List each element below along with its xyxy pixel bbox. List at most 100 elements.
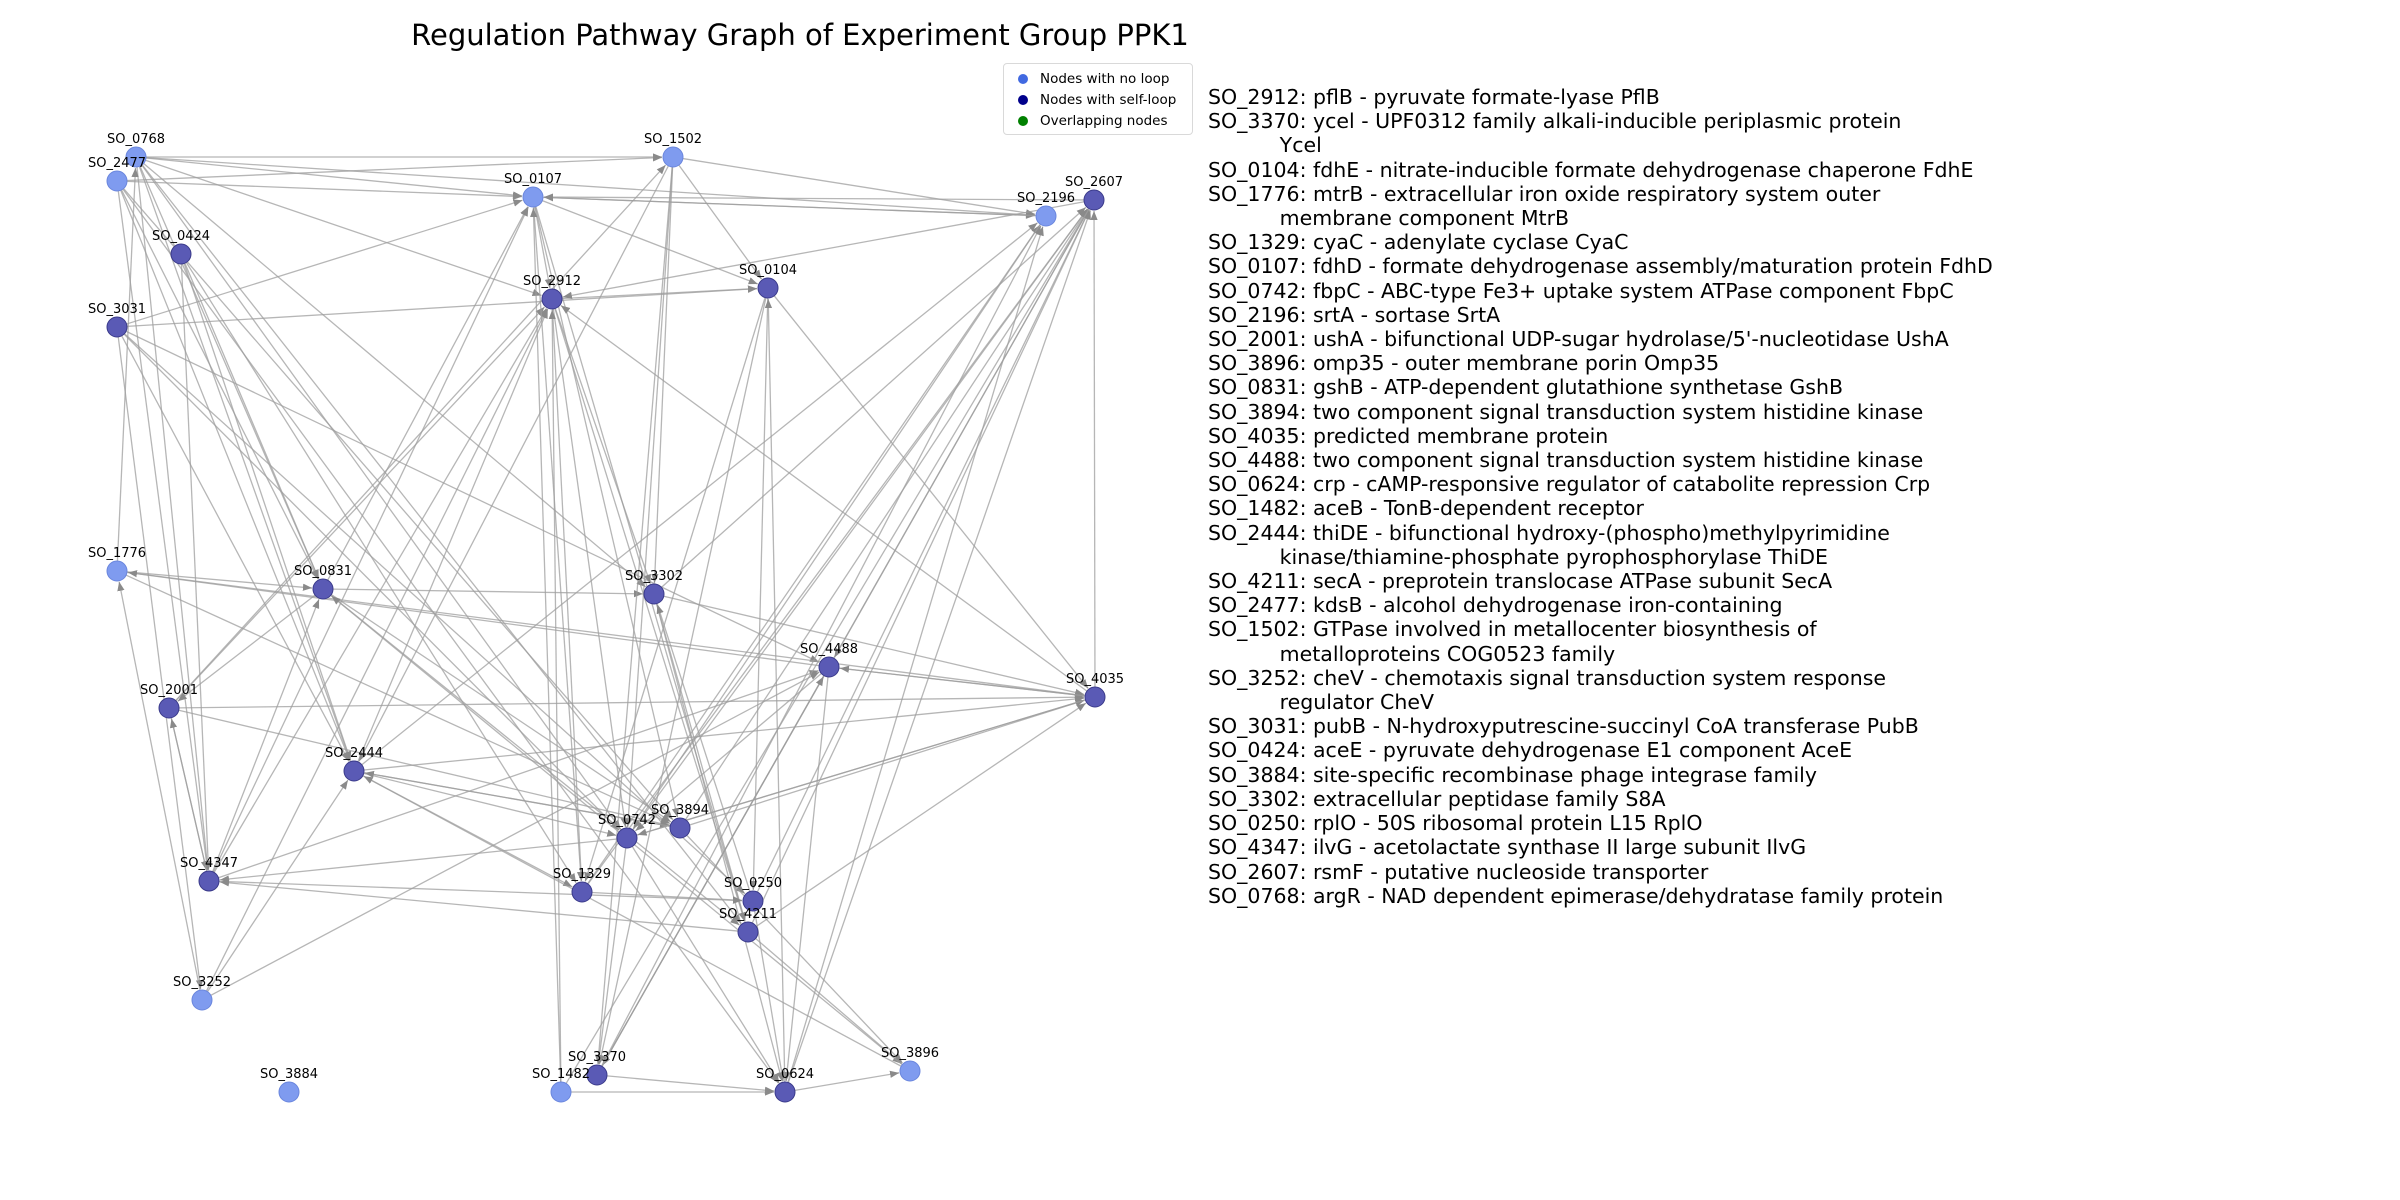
graph-node[interactable] [742, 890, 764, 912]
gene-annotation: SO_0742: fbpC - ABC-type Fe3+ uptake sys… [1208, 278, 1954, 303]
graph-node[interactable] [818, 656, 840, 678]
graph-edge [529, 207, 562, 1083]
graph-edge [584, 297, 766, 882]
graph-node[interactable] [757, 277, 779, 299]
graph-edge [358, 165, 669, 762]
node-layer: SO_0768 SO_2477 SO_0424 SO_3031 SO_1776 SO_20… [88, 132, 1124, 1103]
legend-marker [1018, 115, 1028, 126]
legend-item-overlapping: Overlapping nodes [1012, 110, 1184, 131]
graph-edge [591, 891, 743, 904]
node-label: SO_2196 [1017, 191, 1075, 206]
graph-edge [122, 188, 780, 1084]
network-graph: SO_0768 SO_2477 SO_0424 SO_3031 SO_1776 SO_20… [88, 132, 1124, 1103]
gene-annotation: SO_3031: pubB - N-hydroxyputrescine-succ… [1208, 714, 1919, 739]
node-label: SO_0831 [294, 564, 352, 579]
gene-annotation: SO_1502: GTPase involved in metallocente… [1208, 617, 1817, 666]
gene-annotation: SO_0768: argR - NAD dependent epimerase/… [1208, 883, 1944, 908]
graph-node[interactable] [662, 146, 684, 168]
graph-edge [1090, 210, 1098, 688]
graph-edge [751, 209, 1090, 924]
gene-annotation: SO_2001: ushA - bifunctional UDP-sugar h… [1208, 327, 1949, 352]
graph-edge [678, 164, 763, 280]
graph-node[interactable] [541, 288, 563, 310]
graph-edge [120, 189, 319, 580]
graph-edge [689, 699, 1085, 826]
graph-edge [141, 164, 742, 924]
graph-edge [562, 201, 1085, 299]
node-label: SO_0742 [598, 813, 656, 828]
gene-annotation: SO_3252: cheV - chemotaxis signal transd… [1208, 665, 1886, 715]
graph-node[interactable] [106, 316, 128, 338]
graph-edge [656, 604, 751, 892]
graph-node[interactable] [737, 921, 759, 943]
legend: Nodes with no loop Nodes with self-loop … [1003, 63, 1193, 135]
node-label: SO_4347 [180, 856, 238, 871]
graph-node[interactable] [669, 817, 691, 839]
graph-edge [560, 304, 1088, 692]
node-label: SO_4488 [800, 642, 858, 657]
node-label: SO_2444 [325, 746, 383, 761]
node-label: SO_1502 [644, 132, 702, 147]
graph-node[interactable] [158, 697, 180, 719]
node-label: SO_3302 [625, 569, 683, 584]
graph-edge [136, 166, 211, 871]
graph-node[interactable] [1084, 686, 1106, 708]
node-label: SO_3894 [651, 803, 709, 818]
graph-node[interactable] [343, 760, 365, 782]
graph-edge [543, 193, 1085, 201]
graph-edge [139, 165, 320, 580]
gene-annotation: SO_2607: rsmF - putative nucleoside tran… [1208, 859, 1709, 884]
graph-edge [126, 285, 758, 328]
graph-edge [117, 336, 204, 990]
graph-edge [749, 297, 769, 891]
node-label: SO_1482 [532, 1067, 590, 1082]
graph-edge [126, 571, 1085, 699]
graph-node[interactable] [191, 989, 213, 1011]
graph-edge [143, 162, 647, 588]
legend-marker [1018, 94, 1028, 105]
graph-node[interactable] [312, 578, 334, 600]
graph-node[interactable] [106, 170, 128, 192]
graph-node[interactable] [586, 1064, 608, 1086]
graph-node[interactable] [522, 186, 544, 208]
gene-annotation: SO_2196: srtA - sortase SrtA [1208, 302, 1501, 327]
graph-edge [330, 594, 672, 823]
graph-edge [357, 308, 549, 763]
graph-edge [327, 206, 529, 581]
legend-label: Overlapping nodes [1040, 112, 1168, 129]
graph-edge [127, 570, 820, 667]
node-label: SO_0107 [504, 172, 562, 187]
graph-edge [126, 154, 663, 182]
graph-node[interactable] [616, 827, 638, 849]
node-label: SO_2607 [1065, 175, 1123, 190]
graph-node[interactable] [1035, 205, 1057, 227]
node-label: SO_1776 [88, 546, 146, 561]
graph-node[interactable] [1083, 189, 1105, 211]
graph-node[interactable] [571, 881, 593, 903]
graph-edge [219, 838, 618, 883]
graph-node[interactable] [278, 1081, 300, 1103]
graph-node[interactable] [899, 1060, 921, 1082]
graph-node[interactable] [106, 560, 128, 582]
graph-edge [634, 672, 822, 832]
graph-edge [535, 206, 746, 922]
graph-node[interactable] [774, 1081, 796, 1103]
gene-annotation: SO_0104: fdhE - nitrate-inducible format… [1208, 157, 1974, 182]
graph-edge [587, 224, 1041, 885]
graph-edge [363, 695, 1085, 771]
graph-edge [364, 770, 671, 827]
legend-label: Nodes with no loop [1040, 70, 1170, 87]
graph-edge [686, 834, 903, 1064]
graph-edge [361, 222, 1038, 766]
graph-edge [206, 779, 349, 993]
graph-edge [661, 206, 1087, 588]
graph-edge [123, 188, 674, 821]
node-label: SO_2477 [88, 156, 146, 171]
graph-edge [212, 206, 529, 873]
graph-node[interactable] [643, 583, 665, 605]
graph-node[interactable] [170, 243, 192, 265]
gene-annotation: SO_4347: ilvG - acetolactate synthase II… [1208, 835, 1807, 860]
graph-node[interactable] [550, 1081, 572, 1103]
graph-node[interactable] [125, 146, 147, 168]
graph-node[interactable] [198, 870, 220, 892]
